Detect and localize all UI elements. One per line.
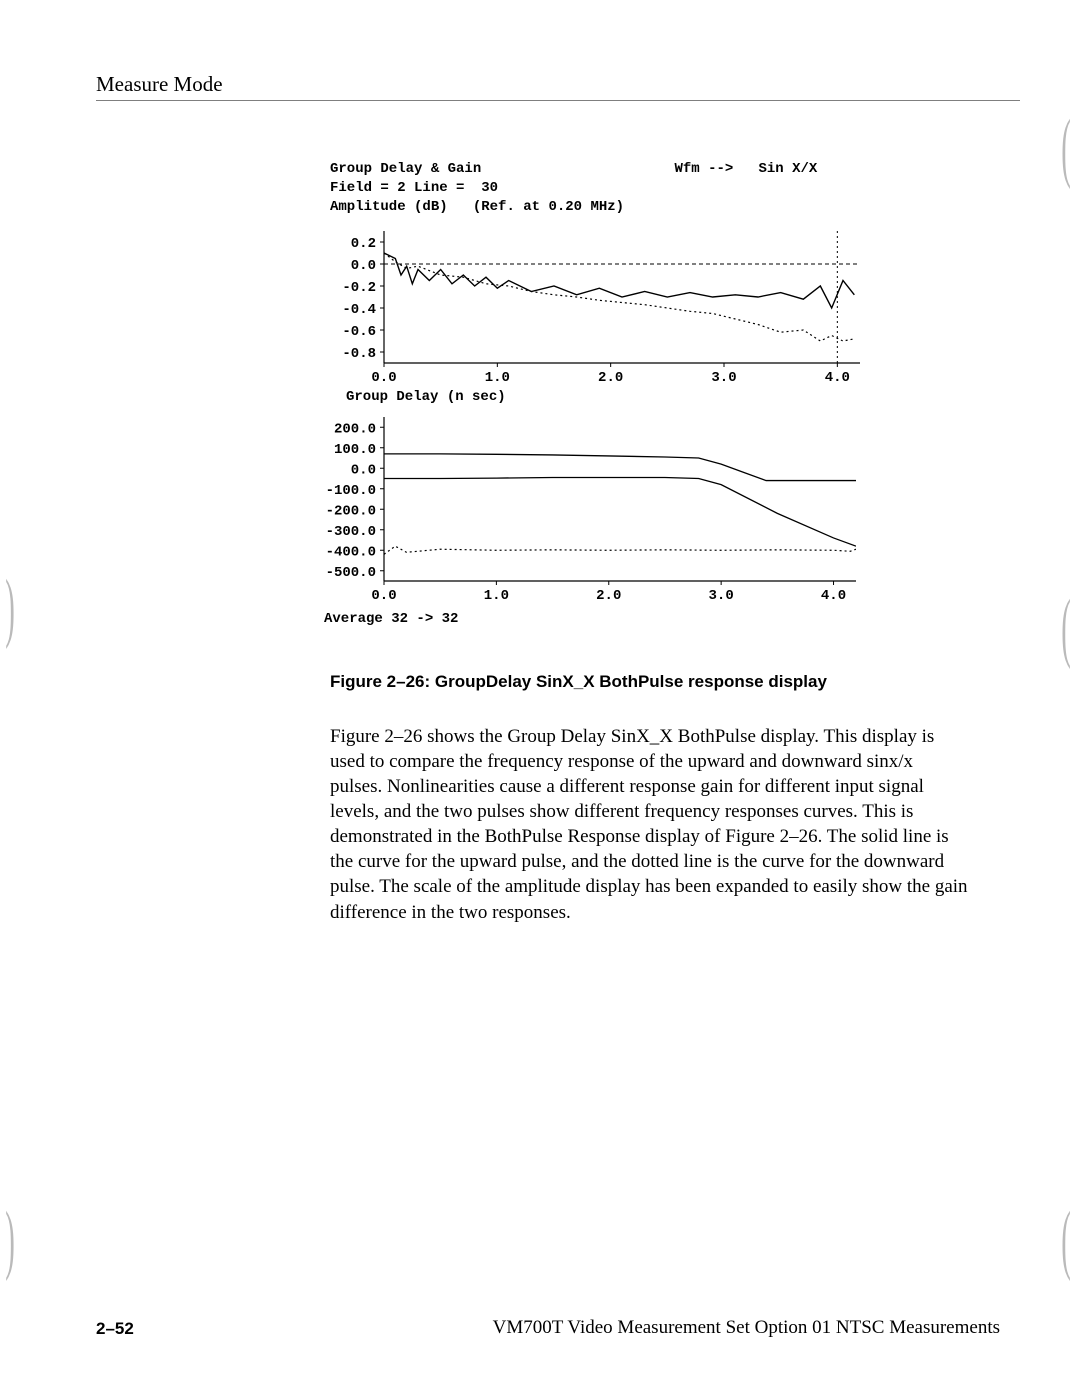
svg-text:3.0: 3.0 <box>709 588 734 604</box>
svg-text:0.0: 0.0 <box>371 370 396 386</box>
svg-text:4.0: 4.0 <box>825 370 850 386</box>
average-line: Average 32 -> 32 <box>324 610 890 629</box>
svg-text:0.0: 0.0 <box>351 462 376 478</box>
section-title: Measure Mode <box>96 72 223 97</box>
svg-text:0.2: 0.2 <box>351 236 376 252</box>
paren-decor: ( <box>1061 584 1071 672</box>
svg-text:-300.0: -300.0 <box>326 523 376 539</box>
svg-text:-0.4: -0.4 <box>342 302 376 318</box>
wfm-value: Sin X/X <box>759 161 818 177</box>
chart-block: Group Delay & Gain Wfm --> Sin X/X Field… <box>330 160 890 628</box>
paren-decor: ( <box>1061 1196 1071 1284</box>
svg-text:2.0: 2.0 <box>596 588 621 604</box>
figure-caption: Figure 2–26: GroupDelay SinX_X BothPulse… <box>330 672 827 692</box>
wfm-label: Wfm --> <box>674 161 733 177</box>
svg-text:-0.8: -0.8 <box>342 346 376 362</box>
svg-text:200.0: 200.0 <box>334 421 376 437</box>
svg-text:-400.0: -400.0 <box>326 544 376 560</box>
chart-title: Group Delay & Gain <box>330 161 481 177</box>
amplitude-chart: 0.2 0.0 -0.2 -0.4 -0.6 -0.8 0.0 1.0 2.0 3.0 4.0 <box>330 223 870 388</box>
svg-text:100.0: 100.0 <box>334 441 376 457</box>
svg-text:-500.0: -500.0 <box>326 564 376 580</box>
paren-decor: ) <box>5 564 15 652</box>
svg-text:3.0: 3.0 <box>711 370 736 386</box>
page-number: 2–52 <box>96 1319 134 1339</box>
group-delay-chart: 200.0 100.0 0.0 -100.0 -200.0 -300.0 -400.0 -50… <box>296 413 856 608</box>
svg-text:-200.0: -200.0 <box>326 503 376 519</box>
svg-text:-0.2: -0.2 <box>342 280 376 296</box>
footer-doc-title: VM700T Video Measurement Set Option 01 N… <box>493 1317 1000 1339</box>
svg-text:-100.0: -100.0 <box>326 482 376 498</box>
svg-text:4.0: 4.0 <box>821 588 846 604</box>
field-line: Field = 2 Line = 30 <box>330 179 890 198</box>
svg-text:-0.6: -0.6 <box>342 324 376 340</box>
paren-decor: ( <box>1061 104 1071 192</box>
svg-text:0.0: 0.0 <box>371 588 396 604</box>
chart2-label: Group Delay (n sec) <box>346 388 890 407</box>
svg-text:0.0: 0.0 <box>351 258 376 274</box>
body-paragraph: Figure 2–26 shows the Group Delay SinX_X… <box>330 724 970 925</box>
svg-text:1.0: 1.0 <box>485 370 510 386</box>
paren-decor: ) <box>5 1196 15 1284</box>
chart-meta: Group Delay & Gain Wfm --> Sin X/X <box>330 160 890 179</box>
header-rule <box>96 100 1020 101</box>
svg-text:1.0: 1.0 <box>484 588 509 604</box>
svg-text:2.0: 2.0 <box>598 370 623 386</box>
amp-line: Amplitude (dB) (Ref. at 0.20 MHz) <box>330 198 890 217</box>
